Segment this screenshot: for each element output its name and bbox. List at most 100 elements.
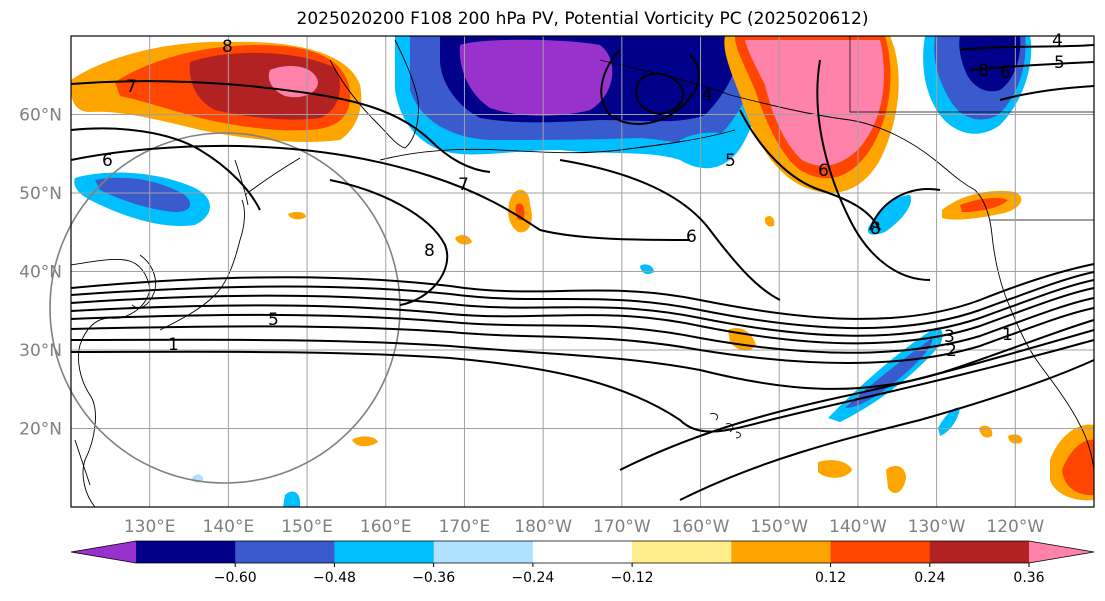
contour-line xyxy=(70,287,1095,345)
colorbar-swatch xyxy=(235,541,335,563)
coastline-alaska xyxy=(599,59,976,191)
pv-anomaly-negative-small-1 xyxy=(867,195,911,235)
contour-line xyxy=(70,319,1095,390)
colorbar-tick-label: −0.48 xyxy=(313,570,356,586)
latitude-label: 30°N xyxy=(19,341,62,361)
contour-line xyxy=(739,109,881,231)
contour-line xyxy=(619,329,1095,471)
colorbar-swatch xyxy=(632,541,732,563)
contour-label: 7 xyxy=(126,77,137,97)
contour-labels: 8 7 6 8 4 5 5 6 6 7 8 8 5 1 3 2 1 6 4 xyxy=(102,31,1065,361)
contour-line xyxy=(70,307,1095,364)
contour-line xyxy=(329,179,449,306)
coastline-bc xyxy=(974,189,1006,296)
contour-line xyxy=(70,144,691,241)
colorbar-tick-label: −0.60 xyxy=(214,570,257,586)
colorbar-tick-label: −0.12 xyxy=(611,570,654,586)
pv-shading xyxy=(71,36,1094,507)
pv-anomaly-positive-small-2 xyxy=(288,211,306,220)
longitude-label: 150°E xyxy=(281,517,333,537)
colorbar-tick-label: −0.36 xyxy=(412,570,455,586)
colorbar-swatch xyxy=(136,541,236,563)
contour-label: 7 xyxy=(458,175,469,195)
contour-label: 1 xyxy=(168,335,179,355)
pv-anomaly-negative-small-4 xyxy=(283,491,300,507)
colorbar-swatch xyxy=(334,541,435,563)
longitude-label: 140°W xyxy=(829,517,887,537)
pv-anomaly-negative-small-3 xyxy=(679,132,741,163)
contour-label: 5 xyxy=(725,151,736,171)
contour-label: 5 xyxy=(1054,53,1065,73)
pv-anomaly-positive-ne-core xyxy=(745,40,885,166)
pv-anomaly-negative-w-mid xyxy=(95,177,191,212)
pv-anomaly-positive-small-10 xyxy=(764,215,775,227)
colorbar-outline xyxy=(70,540,1095,564)
coastline-aleutians xyxy=(379,129,736,161)
longitude-label: 170°E xyxy=(439,517,491,537)
longitude-label: 160°W xyxy=(672,517,730,537)
contour-label: 8 xyxy=(870,219,881,239)
coastlines xyxy=(70,36,1095,508)
colorbar-tick-label: 0.24 xyxy=(914,570,945,586)
latitude-labels: 20°N 30°N 40°N 50°N 60°N xyxy=(19,106,62,440)
colorbar-tick-label: 0.36 xyxy=(1013,570,1044,586)
longitude-label: 180°W xyxy=(514,517,572,537)
contour-label: 6 xyxy=(1000,63,1011,83)
contour-line xyxy=(679,359,1095,501)
coastline-kuril xyxy=(244,157,301,196)
colorbar-swatch xyxy=(433,541,534,563)
pv-anomaly-negative-ne-deep xyxy=(959,36,1021,92)
longitude-label: 140°E xyxy=(203,517,255,537)
contour-line xyxy=(70,263,1095,320)
pv-anomaly-positive-namerica-core xyxy=(960,197,1008,212)
contour-label: 1 xyxy=(1002,325,1013,345)
contour-line xyxy=(600,49,700,125)
longitude-labels: 130°E 140°E 150°E 160°E 170°E 180°W 170°W 160°W… xyxy=(124,517,1045,537)
longitude-label: 170°W xyxy=(593,517,651,537)
pv-anomaly-positive-small-3 xyxy=(455,235,472,245)
map-frame xyxy=(70,35,1095,508)
contour-label: 6 xyxy=(102,151,113,171)
colorbar-extend-max xyxy=(1029,541,1094,563)
contour-line xyxy=(70,297,1095,354)
border-alaska xyxy=(849,36,1094,113)
contour-label: 3 xyxy=(944,327,955,347)
coastline-sakhalin xyxy=(234,159,249,206)
pv-anomaly-positive-small-6 xyxy=(886,465,906,493)
latitude-label: 40°N xyxy=(19,263,62,283)
latitude-label: 20°N xyxy=(19,420,62,440)
contour-line xyxy=(70,279,1095,337)
contour-label: 4 xyxy=(1052,31,1063,51)
contour-line xyxy=(999,85,1095,101)
contour-line xyxy=(969,61,1095,71)
pv-anomaly-positive-small-7 xyxy=(352,436,378,447)
colorbar-swatch xyxy=(929,541,1030,563)
latitude-label: 50°N xyxy=(19,184,62,204)
contour-label: 8 xyxy=(424,241,435,261)
contour-line xyxy=(70,271,1095,330)
contour-line xyxy=(70,80,491,173)
longitude-label: 130°E xyxy=(124,517,176,537)
contour-label: 6 xyxy=(686,227,697,247)
coastline-philippines xyxy=(74,439,91,486)
longitude-label: 150°W xyxy=(750,517,808,537)
pv-anomaly-positive-small-5 xyxy=(818,460,852,478)
colorbar-swatch xyxy=(830,541,931,563)
longitude-label: 130°W xyxy=(908,517,966,537)
longitude-label: 120°W xyxy=(986,517,1044,537)
contour-label: 8 xyxy=(222,37,233,57)
contour-line xyxy=(816,59,931,281)
map-title: 2025020200 F108 200 hPa PV, Potential Vo… xyxy=(296,9,869,29)
highlight-circle xyxy=(49,132,401,484)
contour-line xyxy=(869,188,941,231)
contour-line xyxy=(559,159,781,301)
pv-anomaly-negative-n-core xyxy=(459,39,613,116)
latitude-label: 60°N xyxy=(19,106,62,126)
colorbar: −0.60−0.48−0.36−0.24−0.120.120.240.360.4… xyxy=(70,540,1095,586)
contour-label: 5 xyxy=(268,310,279,330)
colorbar-swatch xyxy=(532,541,633,563)
contour-line xyxy=(70,127,261,211)
contour-line xyxy=(635,72,685,116)
colorbar-swatch xyxy=(731,541,832,563)
